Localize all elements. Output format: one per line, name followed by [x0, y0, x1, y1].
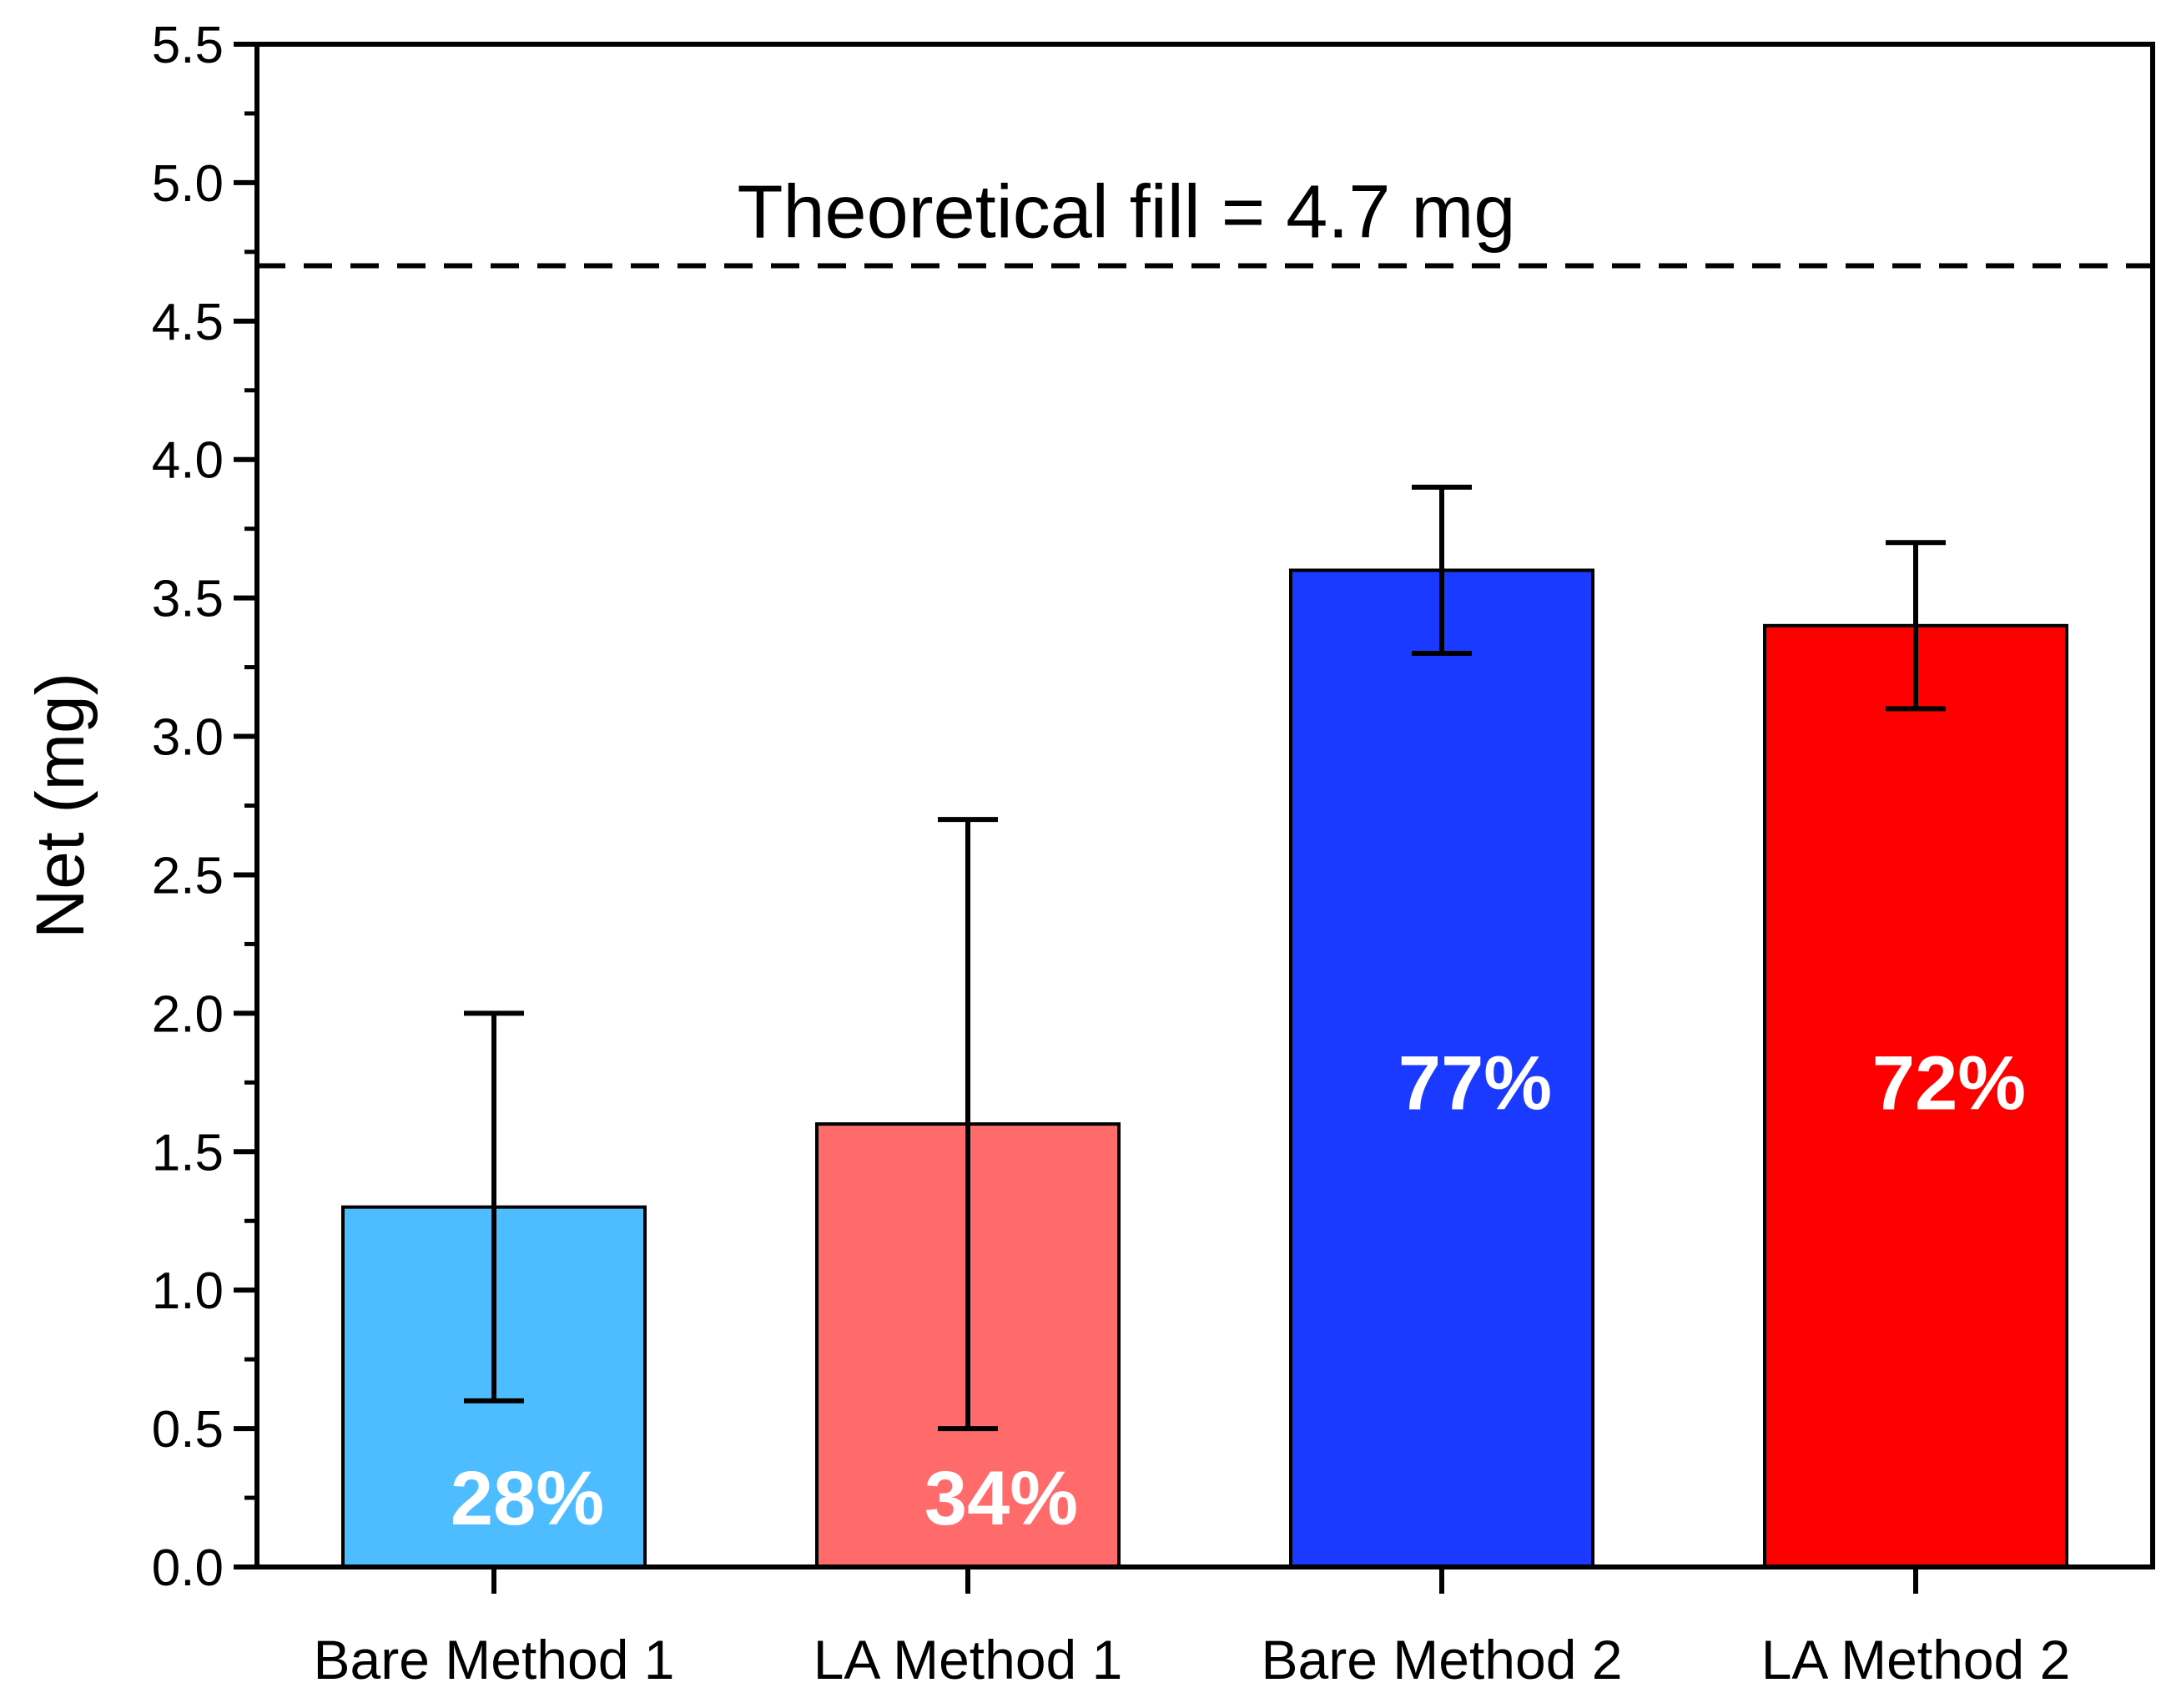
y-tick-label: 3.5 [152, 571, 224, 628]
y-tick-label: 0.0 [152, 1539, 224, 1597]
y-tick-label: 5.5 [152, 17, 224, 74]
y-tick-label: 2.0 [152, 985, 224, 1043]
x-category-label-1: Bare Method 1 [314, 1629, 675, 1690]
y-tick-label: 4.5 [152, 294, 224, 351]
y-tick-label: 0.5 [152, 1401, 224, 1459]
percent-label-4: 72% [1872, 1040, 2026, 1126]
percent-label-1: 28% [451, 1456, 604, 1541]
y-axis-title: Net (mg) [23, 673, 98, 939]
y-tick-label: 5.0 [152, 155, 224, 213]
percent-label-2: 34% [924, 1456, 1078, 1541]
y-axis: 0.0 0.5 1.0 1.5 2.0 2.5 3.0 3.5 4.0 4.5 5.0 5.5 [152, 17, 257, 1597]
x-category-label-3: Bare Method 2 [1262, 1629, 1623, 1690]
percent-label-3: 77% [1398, 1040, 1552, 1126]
y-tick-label: 1.5 [152, 1124, 224, 1181]
reference-line-label: Theoretical fill = 4.7 mg [738, 170, 1516, 254]
y-tick-label: 1.0 [152, 1262, 224, 1320]
x-category-label-4: LA Method 2 [1761, 1629, 2071, 1690]
y-tick-label: 2.5 [152, 847, 224, 904]
y-tick-label: 3.0 [152, 709, 224, 767]
bar-4 [1763, 623, 2068, 1569]
bars-layer [341, 568, 2068, 1569]
error-bars-layer [464, 484, 1946, 1432]
x-axis: Bare Method 1 LA Method 1 Bare Method 2 LA … [314, 1567, 2071, 1690]
y-tick-label: 4.0 [152, 432, 224, 490]
percent-labels-layer: 28% 34% 77% 72% [451, 1040, 2026, 1541]
x-category-label-2: LA Method 1 [814, 1629, 1123, 1690]
